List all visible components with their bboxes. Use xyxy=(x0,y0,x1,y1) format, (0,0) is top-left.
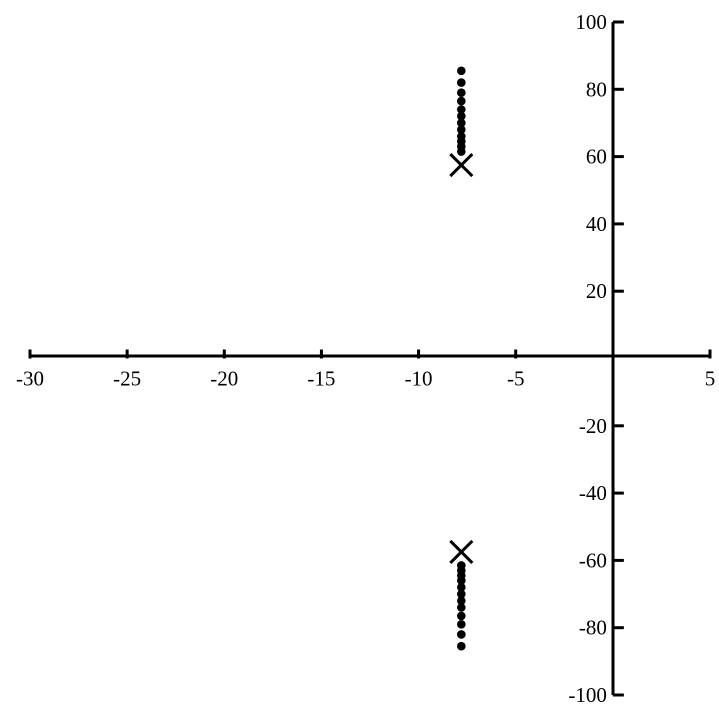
y-tick-label: -100 xyxy=(568,683,607,707)
y-tick-label: 40 xyxy=(586,212,607,236)
y-tick-label: 100 xyxy=(575,10,607,34)
plot-markers xyxy=(449,66,474,651)
locus-point xyxy=(457,641,466,651)
x-tick-label: -30 xyxy=(16,367,44,391)
locus-point xyxy=(457,603,466,612)
locus-point xyxy=(457,132,466,141)
locus-point xyxy=(457,596,466,606)
locus-point xyxy=(457,611,466,621)
x-axis-ticks: -30 -25 -20 -15 -10 -5 5 xyxy=(16,349,716,391)
locus-point xyxy=(457,88,466,97)
locus-point xyxy=(457,105,466,114)
locus-point xyxy=(457,589,466,599)
x-tick-label: 5 xyxy=(705,367,716,391)
x-tick-label: -10 xyxy=(405,367,433,391)
locus-point xyxy=(457,66,466,76)
locus-point xyxy=(457,111,466,121)
locus-point xyxy=(457,96,466,106)
y-tick-label: -40 xyxy=(579,481,607,505)
y-tick-label: 60 xyxy=(586,145,607,169)
y-tick-label: -80 xyxy=(579,616,607,640)
x-tick-label: -25 xyxy=(113,367,141,391)
locus-point xyxy=(457,125,466,134)
y-tick-label: 80 xyxy=(586,77,607,101)
locus-point xyxy=(457,620,466,629)
locus-point xyxy=(457,630,466,639)
locus-point xyxy=(457,78,466,87)
y-tick-label: -60 xyxy=(579,548,607,572)
pole-stroke xyxy=(449,539,474,565)
locus-point xyxy=(457,583,466,592)
x-tick-label: -15 xyxy=(307,367,335,391)
x-tick-label: -5 xyxy=(507,367,525,391)
locus-point xyxy=(457,576,466,585)
y-axis-ticks: 100 80 60 40 20 -20 -40 -60 -80 -100 xyxy=(568,10,624,707)
locus-point xyxy=(457,118,466,128)
y-tick-label: 20 xyxy=(586,279,607,303)
pole-marker xyxy=(449,539,474,565)
pole-marker xyxy=(449,152,474,178)
x-tick-label: -20 xyxy=(210,367,238,391)
y-tick-label: -20 xyxy=(579,414,607,438)
pole-stroke xyxy=(449,152,474,178)
